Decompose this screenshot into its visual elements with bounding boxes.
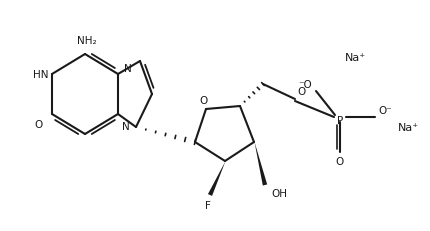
Text: ⁻O: ⁻O [298, 80, 312, 90]
Text: HN: HN [33, 70, 48, 80]
Text: Na⁺: Na⁺ [344, 53, 366, 63]
Text: Na⁺: Na⁺ [397, 122, 418, 132]
Text: N: N [124, 64, 132, 74]
Polygon shape [208, 161, 225, 196]
Text: O⁻: O⁻ [378, 106, 392, 116]
Text: O: O [297, 87, 305, 97]
Text: OH: OH [271, 188, 287, 198]
Text: O: O [336, 156, 344, 166]
Text: F: F [205, 200, 211, 210]
Text: P: P [337, 116, 343, 125]
Text: O: O [200, 96, 208, 106]
Text: NH₂: NH₂ [77, 36, 97, 46]
Polygon shape [255, 142, 267, 186]
Text: O: O [34, 119, 42, 129]
Text: N: N [122, 122, 130, 131]
